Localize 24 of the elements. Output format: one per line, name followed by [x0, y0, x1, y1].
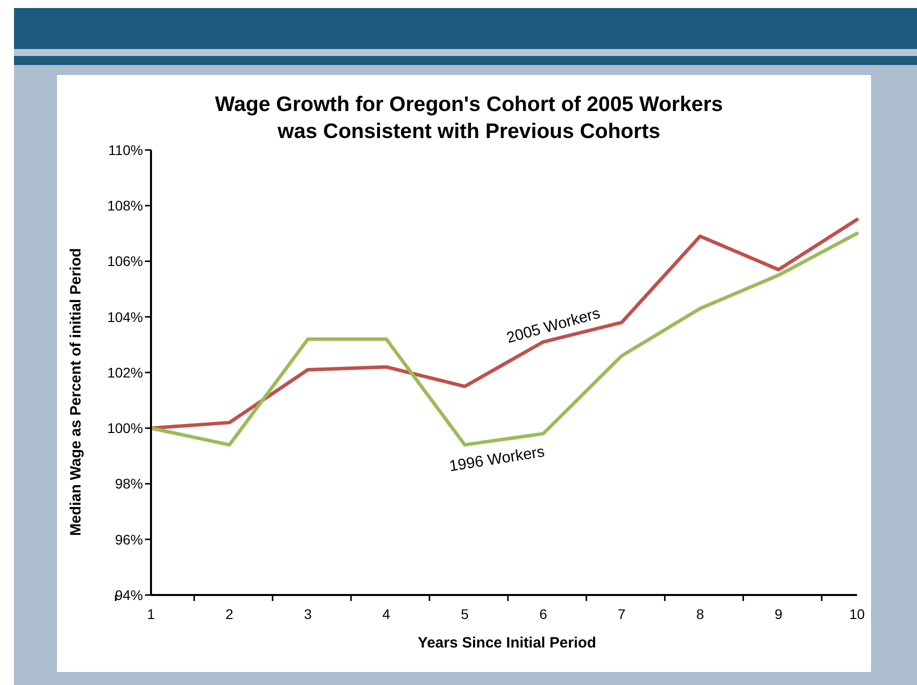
x-tick-label: 9 — [774, 606, 783, 622]
x-tick-label: 4 — [382, 606, 390, 622]
y-tick-label: 98% — [114, 476, 143, 492]
x-tick-label: 6 — [539, 606, 548, 622]
y-tick-label: 108% — [107, 198, 143, 214]
y-tick-label: 102% — [107, 364, 143, 380]
x-tick-label: 1 — [147, 606, 156, 622]
x-tick-label: 2 — [226, 606, 234, 622]
text: 2005 Workers — [504, 304, 602, 347]
x-axis-title: Years Since Initial Period — [418, 634, 596, 652]
x-tick-label: 5 — [460, 606, 469, 622]
y-tick-label: 104% — [107, 308, 143, 325]
x-tick-label: 3 — [304, 606, 312, 622]
chart-title: Wage Growth for Oregon's Cohort of 2005 Workers was Consistent with Previous Cohorts — [214, 92, 724, 145]
x-tick-label: 10 — [849, 606, 865, 622]
y-tick-label: 100% — [107, 420, 143, 436]
y-axis-title: Median Wage as Percent of initial Period — [68, 248, 84, 536]
y-tick-label: 96% — [114, 531, 143, 548]
y-tick-label: 94% — [114, 586, 143, 603]
x-tick-label: 7 — [618, 606, 626, 622]
x-tick-label: 8 — [696, 606, 704, 622]
y-tick-label: 110% — [108, 142, 143, 158]
y-tick-label: 106% — [107, 253, 143, 270]
text: 1996 Workers — [448, 443, 546, 476]
